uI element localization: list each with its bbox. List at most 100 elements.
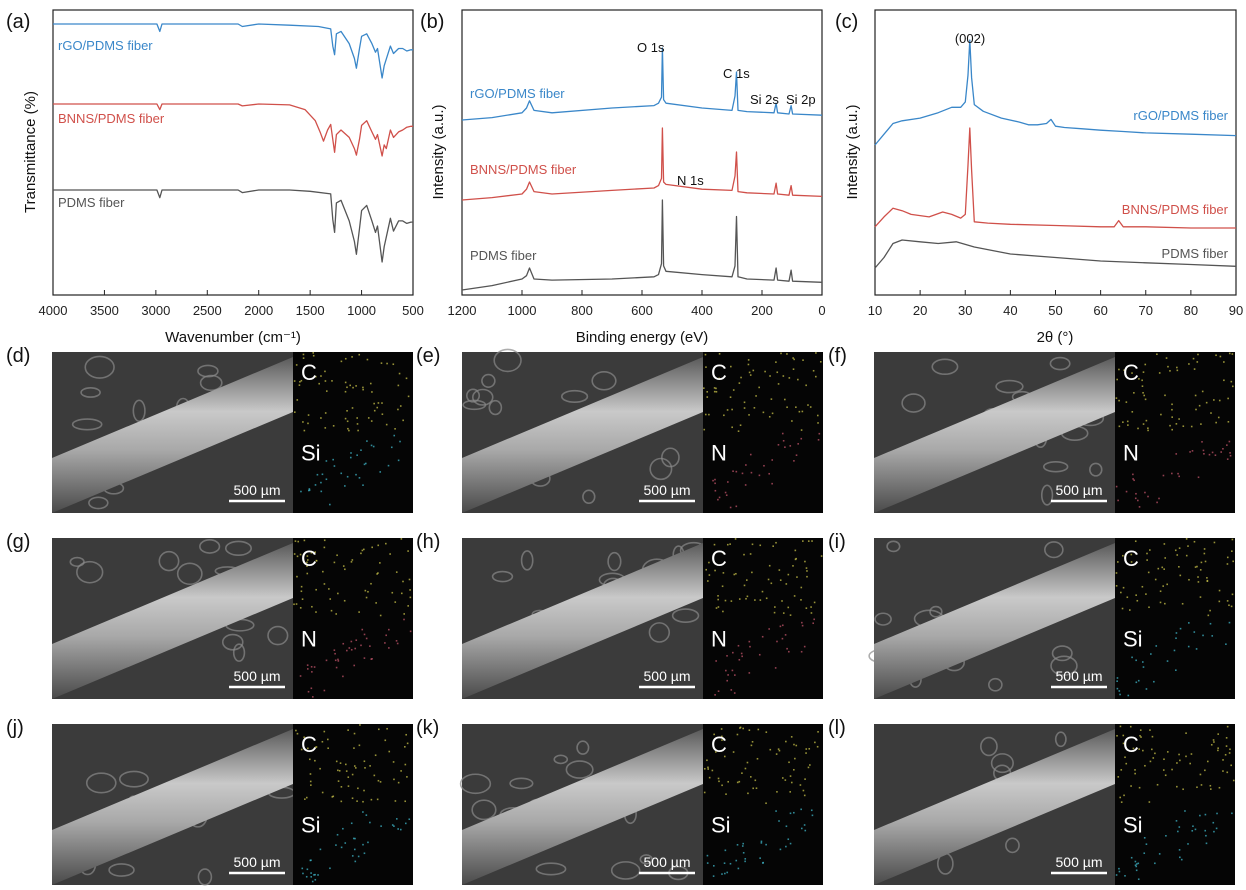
annotation-n1s: N 1s — [677, 173, 704, 188]
eds-dot — [741, 845, 744, 847]
eds-dot — [306, 555, 309, 557]
eds-dot — [337, 769, 339, 772]
x-tick-label: 1000 — [347, 303, 376, 318]
surface-pore — [69, 556, 85, 568]
eds-dot — [1199, 596, 1202, 598]
eds-dot — [1143, 852, 1146, 855]
eds-dot — [703, 791, 706, 794]
eds-dot — [712, 875, 715, 877]
eds-dot — [751, 740, 754, 743]
eds-dot — [717, 598, 719, 601]
eds-dot — [1189, 451, 1191, 453]
eds-dot — [351, 559, 354, 561]
eds-dot — [738, 382, 741, 384]
eds-map — [703, 352, 823, 433]
eds-dot — [1117, 776, 1120, 778]
eds-dot — [726, 655, 728, 657]
eds-dot — [362, 484, 364, 486]
eds-dot — [366, 358, 369, 361]
eds-dot — [803, 794, 806, 797]
eds-dot — [306, 561, 308, 564]
eds-dot — [1176, 369, 1179, 372]
eds-dot — [322, 570, 324, 573]
fiber — [874, 357, 1115, 513]
x-tick-label: 3000 — [141, 303, 170, 318]
eds-dot — [1190, 753, 1193, 755]
eds-element-label: Si — [711, 813, 731, 838]
eds-dot — [390, 446, 393, 449]
series-line-bnns — [461, 127, 823, 201]
eds-dot — [746, 761, 749, 764]
surface-pore — [874, 612, 892, 626]
eds-dot — [1142, 666, 1145, 668]
legend-a-rgo: rGO/PDMS fiber — [58, 38, 153, 53]
series-lines-a — [53, 23, 413, 263]
eds-dot — [377, 402, 380, 404]
eds-dot — [306, 868, 309, 871]
eds-dot — [738, 658, 741, 661]
eds-dot — [394, 800, 397, 802]
eds-dot — [314, 375, 317, 378]
eds-dot — [715, 387, 717, 390]
eds-dot — [1154, 752, 1156, 755]
eds-dot — [397, 781, 400, 784]
eds-dot — [407, 550, 409, 552]
eds-dot — [779, 579, 782, 581]
eds-dot — [1230, 380, 1233, 383]
eds-dot — [1135, 863, 1138, 865]
eds-dot — [1202, 634, 1204, 637]
eds-dot — [1149, 729, 1151, 731]
eds-dot — [393, 825, 395, 827]
eds-dot — [354, 837, 356, 840]
eds-dot — [393, 434, 396, 437]
eds-dot — [373, 409, 376, 412]
sem-panel: (i) 500 µm C Si — [828, 531, 1235, 699]
eds-dot — [1163, 568, 1165, 570]
eds-dot — [377, 728, 380, 731]
eds-dot — [1142, 371, 1145, 373]
eds-dot — [1175, 669, 1177, 672]
surface-pore — [520, 550, 534, 571]
eds-dot — [314, 873, 316, 876]
eds-dot — [1146, 559, 1148, 561]
eds-dot — [794, 558, 797, 561]
eds-dot — [779, 848, 782, 851]
surface-pore — [199, 374, 223, 392]
eds-dot — [363, 657, 366, 659]
eds-dot — [805, 607, 808, 609]
eds-dot — [706, 396, 709, 398]
fiber — [874, 729, 1115, 885]
eds-dot — [340, 786, 343, 788]
eds-dot — [801, 621, 803, 624]
eds-dot — [370, 420, 373, 422]
eds-dot — [768, 415, 771, 418]
eds-dot — [354, 647, 357, 650]
eds-dot — [325, 460, 328, 462]
eds-dot — [313, 874, 315, 876]
series-line-bnns — [874, 127, 1236, 229]
eds-dot — [721, 739, 723, 741]
eds-dot — [748, 729, 751, 731]
panel-label-sem: (d) — [6, 345, 30, 367]
eds-dot — [718, 496, 721, 499]
eds-dot — [360, 449, 362, 452]
eds-dot — [1177, 830, 1179, 833]
eds-dot — [777, 383, 780, 385]
eds-dot — [1154, 578, 1157, 581]
eds-dot — [793, 811, 795, 814]
eds-dot — [1145, 593, 1147, 595]
eds-dot — [1132, 747, 1135, 750]
eds-dot — [1162, 474, 1165, 477]
eds-dot — [299, 607, 302, 609]
eds-dot — [1127, 694, 1130, 697]
eds-dot — [714, 489, 717, 492]
sem-panel: (d) 500 µm C Si — [6, 345, 413, 513]
eds-dot — [771, 482, 773, 485]
eds-dot — [407, 395, 410, 398]
eds-dot — [309, 773, 312, 775]
sem-panel: (e) 500 µm C N — [416, 345, 823, 513]
eds-dot — [705, 366, 707, 368]
eds-dot — [307, 414, 310, 416]
eds-dot — [1176, 762, 1178, 764]
eds-element-label: C — [1123, 360, 1139, 385]
